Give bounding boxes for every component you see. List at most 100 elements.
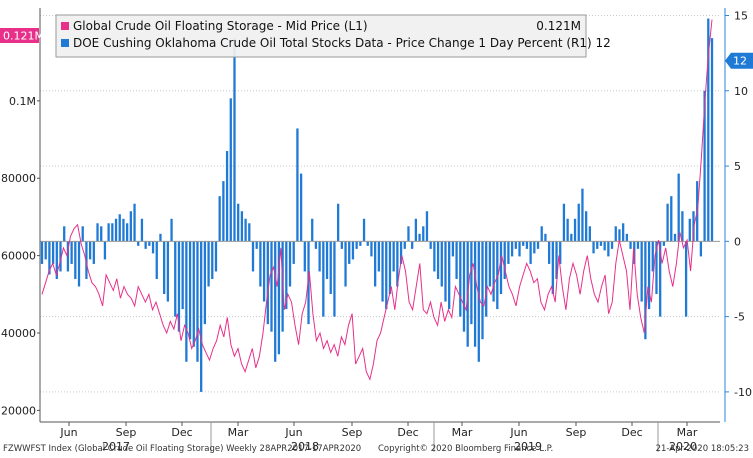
bar-70 [299,173,303,242]
x-month-label-3: Mar [228,426,249,439]
bar-49 [222,181,225,242]
bar-108 [440,241,443,287]
bar-178 [699,241,703,257]
bar-173 [681,211,684,242]
bar-149 [592,241,595,254]
bar-9 [74,241,77,279]
bar-56 [248,223,251,242]
bar-136 [544,233,547,242]
x-month-label-0: Jun [59,426,77,439]
x-year-label-2: 2019 [514,440,542,453]
bar-47 [214,241,218,272]
left-last-value-label: 0.121M [3,30,44,43]
x-axis: Jun Sep Dec Mar Jun Sep Dec Mar Jun Sep Dec Mar 2017… [40,421,720,453]
bar-156 [618,229,621,242]
bar-114 [462,241,466,332]
bar-34 [166,241,170,302]
bar-129 [518,241,521,257]
bar-122 [492,241,495,302]
bar-80 [336,203,340,242]
footer-timestamp: 21-Apr-2020 18:05:23 [655,444,749,454]
bar-78 [329,241,332,295]
bar-105 [429,241,432,249]
bar-161 [636,241,640,249]
bar-41 [192,241,195,347]
bar-12 [85,241,88,279]
bar-0 [40,241,44,264]
bar-43 [200,241,203,392]
x-month-label-7: Mar [452,426,473,439]
bar-101 [414,218,418,242]
bar-83 [348,241,351,264]
right-tick-label-3: 5 [734,160,741,173]
right-tick-label-4: 10 [734,85,748,98]
bar-165 [651,241,654,272]
bar-60 [262,241,266,302]
bar-166 [655,241,658,295]
bar-134 [536,241,540,249]
bar-142 [566,218,569,242]
legend-swatch-0 [61,22,69,30]
x-year-label-1: 2018 [291,440,319,453]
bar-72 [307,241,310,325]
bar-42 [196,241,199,362]
bar-15 [96,223,99,242]
bar-175 [688,218,691,242]
bar-81 [340,241,343,249]
bar-163 [644,241,647,340]
right-last-value-badge [725,52,753,69]
bar-66 [285,241,288,310]
bar-169 [666,203,669,242]
bar-179 [703,90,706,242]
x-month-label-10: Dec [621,426,642,439]
left-tick-label-1: 40000 [1,327,36,340]
bar-174 [684,241,688,317]
bar-10 [77,241,81,287]
bar-170 [670,196,673,242]
legend-label-0: Global Crude Oil Floating Storage - Mid … [73,19,368,33]
bar-28 [144,241,147,249]
x-month-label-1: Sep [116,426,137,439]
x-month-label-2: Dec [171,426,192,439]
bar-73 [311,218,314,242]
left-tick-label-4: 0.1M [9,95,36,108]
bar-69 [296,128,299,242]
bar-112 [455,241,458,279]
left-last-value-badge [0,28,39,43]
bar-145 [577,203,580,242]
bar-168 [662,241,666,246]
right-tick-label-0: -10 [734,386,752,399]
bar-25 [133,203,136,242]
bar-135 [540,226,543,242]
bar-37 [177,241,181,332]
bar-126 [507,241,510,264]
bar-11 [81,226,84,242]
bar-75 [318,241,321,272]
bar-45 [207,241,210,287]
bar-38 [181,241,184,310]
right-tick-label-5: 15 [734,10,748,23]
bar-171 [673,233,677,242]
bar-127 [510,241,514,257]
bar-76 [322,241,325,317]
bar-6 [63,226,66,242]
bar-1 [44,241,47,260]
legend-box [55,14,587,58]
bar-131 [525,241,529,249]
bar-100 [411,241,414,249]
bar-18 [107,223,110,242]
bar-94 [388,241,392,295]
bar-92 [381,241,384,302]
bar-4 [55,241,58,279]
bar-13 [88,241,92,260]
bar-64 [277,241,281,355]
bar-103 [422,226,425,242]
x-month-label-8: Jun [509,426,527,439]
bar-154 [610,241,614,249]
bar-61 [266,241,269,325]
bar-176 [692,211,695,242]
bar-181 [710,38,714,242]
bar-132 [529,241,532,264]
bar-44 [203,241,207,325]
bar-32 [159,233,162,242]
